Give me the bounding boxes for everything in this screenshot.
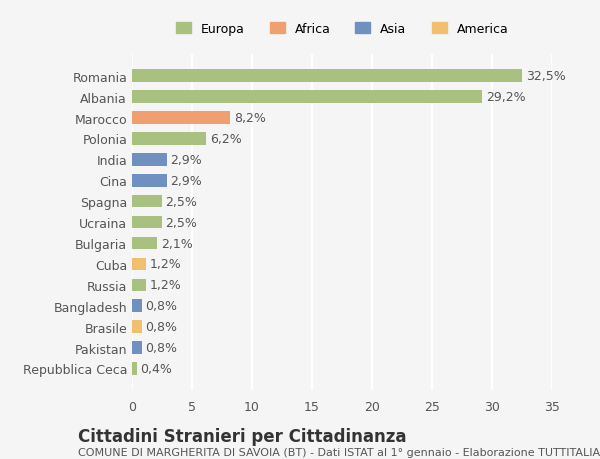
Bar (132, 133, 206, 146)
Text: 1,2%: 1,2% (150, 258, 182, 271)
Bar (132, 321, 142, 333)
Text: 2,5%: 2,5% (166, 216, 197, 229)
Text: 32,5%: 32,5% (526, 70, 565, 83)
Bar (132, 196, 162, 208)
Text: 2,5%: 2,5% (166, 195, 197, 208)
Text: 0,8%: 0,8% (145, 320, 177, 333)
Bar (132, 341, 142, 354)
Bar (132, 174, 167, 187)
Text: 0,8%: 0,8% (145, 341, 177, 354)
Text: Cittadini Stranieri per Cittadinanza: Cittadini Stranieri per Cittadinanza (78, 427, 407, 445)
Bar (132, 258, 146, 271)
Text: 6,2%: 6,2% (210, 133, 242, 146)
Text: 2,9%: 2,9% (170, 154, 202, 167)
Bar (132, 300, 142, 312)
Bar (132, 363, 137, 375)
Text: 2,1%: 2,1% (161, 237, 193, 250)
Text: COMUNE DI MARGHERITA DI SAVOIA (BT) - Dati ISTAT al 1° gennaio - Elaborazione TU: COMUNE DI MARGHERITA DI SAVOIA (BT) - Da… (78, 448, 600, 458)
Bar (132, 237, 157, 250)
Bar (132, 216, 162, 229)
Text: 1,2%: 1,2% (150, 279, 182, 291)
Text: 0,8%: 0,8% (145, 300, 177, 313)
Legend: Europa, Africa, Asia, America: Europa, Africa, Asia, America (170, 18, 514, 41)
Bar (132, 70, 522, 83)
Bar (132, 154, 167, 166)
Text: 29,2%: 29,2% (486, 91, 526, 104)
Bar (132, 91, 482, 104)
Bar (132, 279, 146, 291)
Text: 8,2%: 8,2% (234, 112, 266, 125)
Text: 2,9%: 2,9% (170, 174, 202, 187)
Bar (132, 112, 230, 124)
Text: 0,4%: 0,4% (140, 362, 172, 375)
